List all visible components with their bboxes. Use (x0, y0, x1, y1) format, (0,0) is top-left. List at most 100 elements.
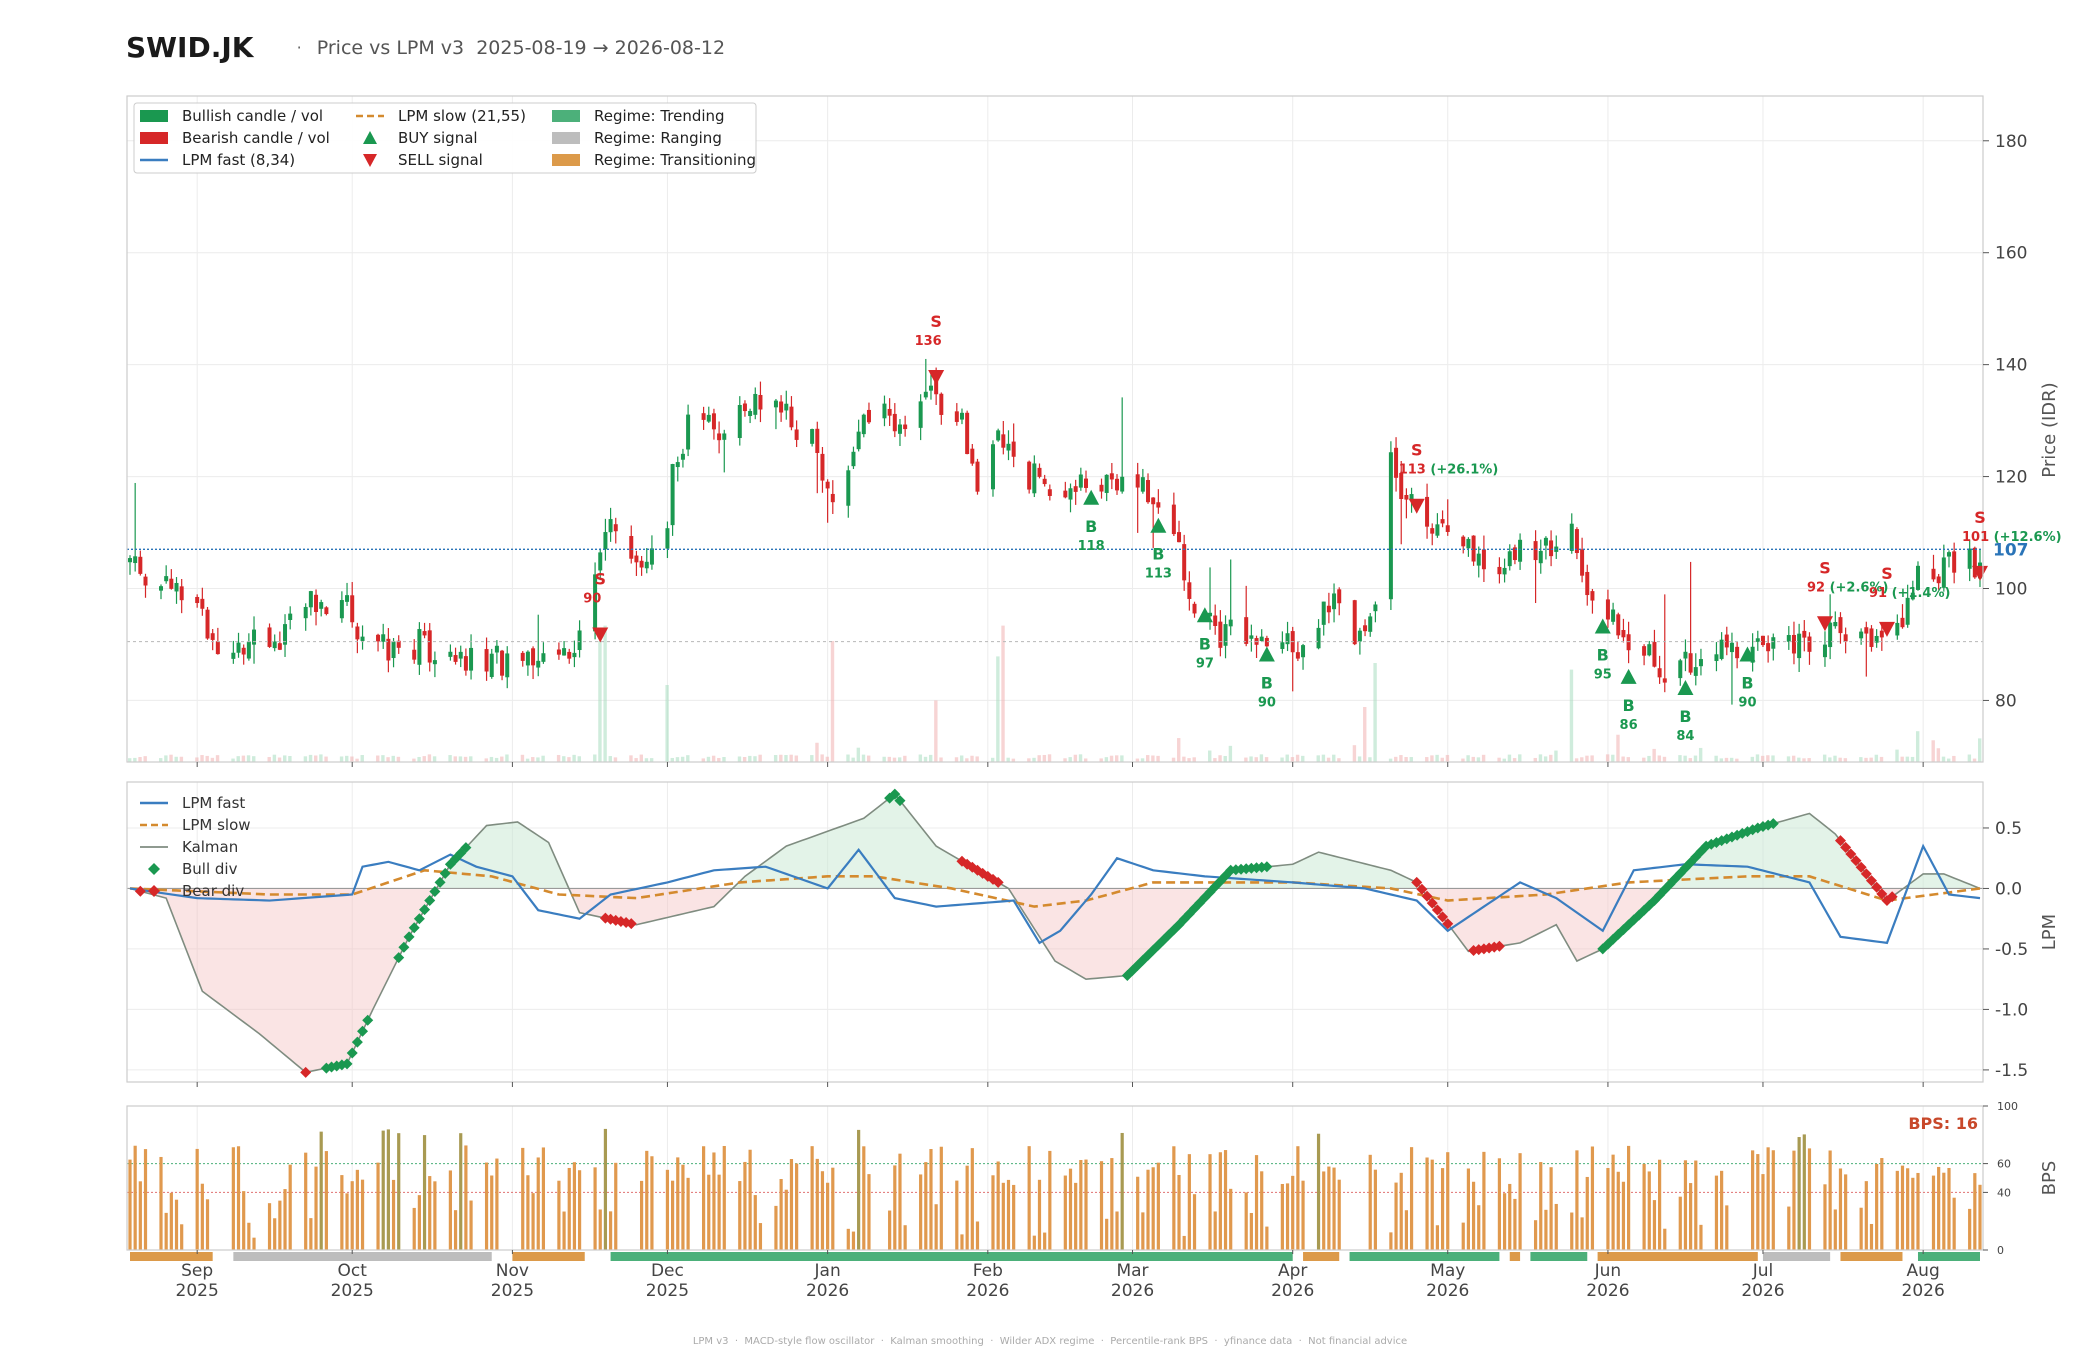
trending-swatch-icon (552, 110, 580, 122)
volume-bar (1404, 757, 1408, 762)
bps-bar (1084, 1159, 1088, 1250)
x-tick-month: Jan (814, 1261, 841, 1281)
volume-bar (1213, 758, 1217, 762)
bps-bar (1280, 1183, 1284, 1250)
bps-bar (789, 1159, 794, 1250)
candle-body (794, 429, 799, 440)
volume-bar (520, 754, 525, 762)
candle-body (396, 640, 401, 648)
volume-bar (1869, 757, 1873, 762)
candle-body (210, 633, 215, 640)
volume-bar (1859, 757, 1863, 762)
candle-body (484, 649, 489, 672)
bps-bar (386, 1129, 390, 1250)
buy-marker (1150, 517, 1167, 533)
bps-bar (1285, 1183, 1290, 1250)
candle-body (1440, 519, 1445, 524)
volume-bar (1833, 755, 1837, 762)
x-tick-month: Sep (181, 1261, 213, 1281)
bear-div-marker (1834, 835, 1846, 847)
volume-bar (706, 756, 711, 762)
bps-bar (1172, 1146, 1176, 1250)
bull-diamond-icon (148, 863, 160, 875)
bps-bar (650, 1156, 654, 1250)
volume-bar (469, 756, 473, 762)
volume-bar (432, 756, 437, 762)
bps-bar (397, 1133, 401, 1250)
volume-bar (825, 756, 830, 762)
candles (128, 358, 1982, 705)
lpm-tick-label: 0.5 (1995, 819, 2022, 839)
bps-bar (722, 1145, 726, 1250)
bps-bar (1105, 1218, 1109, 1250)
candle-body (892, 413, 897, 432)
bps-bar (1218, 1152, 1222, 1250)
sell-letter: S (1411, 441, 1423, 460)
sell-letter: S (594, 569, 606, 588)
candle-body (556, 649, 561, 655)
bps-bar (1942, 1172, 1946, 1250)
bps-bar (1074, 1182, 1078, 1250)
bps-axis-label: BPS (2039, 1161, 2060, 1196)
last-price-label: 107 (1993, 540, 2029, 560)
candle-body (634, 555, 639, 563)
bull-div-marker (403, 931, 415, 943)
buy-marker (1258, 646, 1275, 662)
bps-bar (1978, 1184, 1982, 1250)
volume-bar (1135, 758, 1140, 762)
bear-div-marker (1886, 891, 1898, 903)
volume-bar (1931, 740, 1935, 762)
volume-bar (1828, 757, 1832, 762)
bps-bar (340, 1175, 344, 1250)
volume-bar (1280, 757, 1284, 762)
x-tick-month: Aug (1907, 1261, 1940, 1281)
bps-bar (1063, 1175, 1067, 1250)
volume-bar (1182, 756, 1186, 762)
volume-bar (1502, 758, 1506, 762)
bps-bar (1725, 1205, 1729, 1250)
bps-bar (1833, 1209, 1837, 1250)
volume-bar (1807, 758, 1811, 762)
candle-body (500, 650, 505, 676)
volume-bar (1177, 738, 1181, 762)
volume-bar (1838, 757, 1842, 762)
volume-bar (1538, 754, 1543, 762)
volume-bar (1497, 757, 1501, 762)
bps-bar (453, 1210, 458, 1250)
candle-body (241, 647, 246, 655)
volume-bar (1652, 748, 1656, 762)
bps-bar (1099, 1161, 1104, 1250)
volume-bar (1425, 757, 1429, 762)
volume-bar (1879, 756, 1884, 762)
candle-body (128, 558, 132, 563)
bps-bar (1187, 1154, 1191, 1250)
bps-bar (531, 1193, 535, 1250)
volume-bar (159, 758, 163, 762)
bps-bar (862, 1146, 866, 1250)
bps-bar (577, 1170, 582, 1250)
candle-body (722, 433, 727, 440)
volume-bar (1244, 757, 1248, 762)
bps-bar (903, 1225, 907, 1250)
bps-bar (960, 1234, 964, 1250)
bps-bar (608, 1211, 613, 1250)
candle-body (748, 411, 753, 417)
bps-bar (1616, 1171, 1620, 1250)
bps-bar (1694, 1160, 1698, 1250)
candle-body (1822, 644, 1827, 658)
candle-body (133, 556, 138, 564)
bps-bar (283, 1189, 287, 1250)
bps-bar (247, 1222, 251, 1250)
volume-bar (458, 756, 463, 762)
price-legend-label: LPM fast (8,34) (182, 151, 295, 169)
price-tick-label: 120 (1995, 468, 2027, 488)
bps-bar (345, 1193, 349, 1250)
volume-bar (531, 757, 535, 762)
volume-bar (143, 756, 147, 762)
candle-body (1647, 644, 1652, 656)
bps-bar (774, 1205, 778, 1250)
volume-bar (1518, 754, 1522, 762)
bps-bar (1947, 1167, 1951, 1250)
candle-body (1321, 601, 1326, 625)
